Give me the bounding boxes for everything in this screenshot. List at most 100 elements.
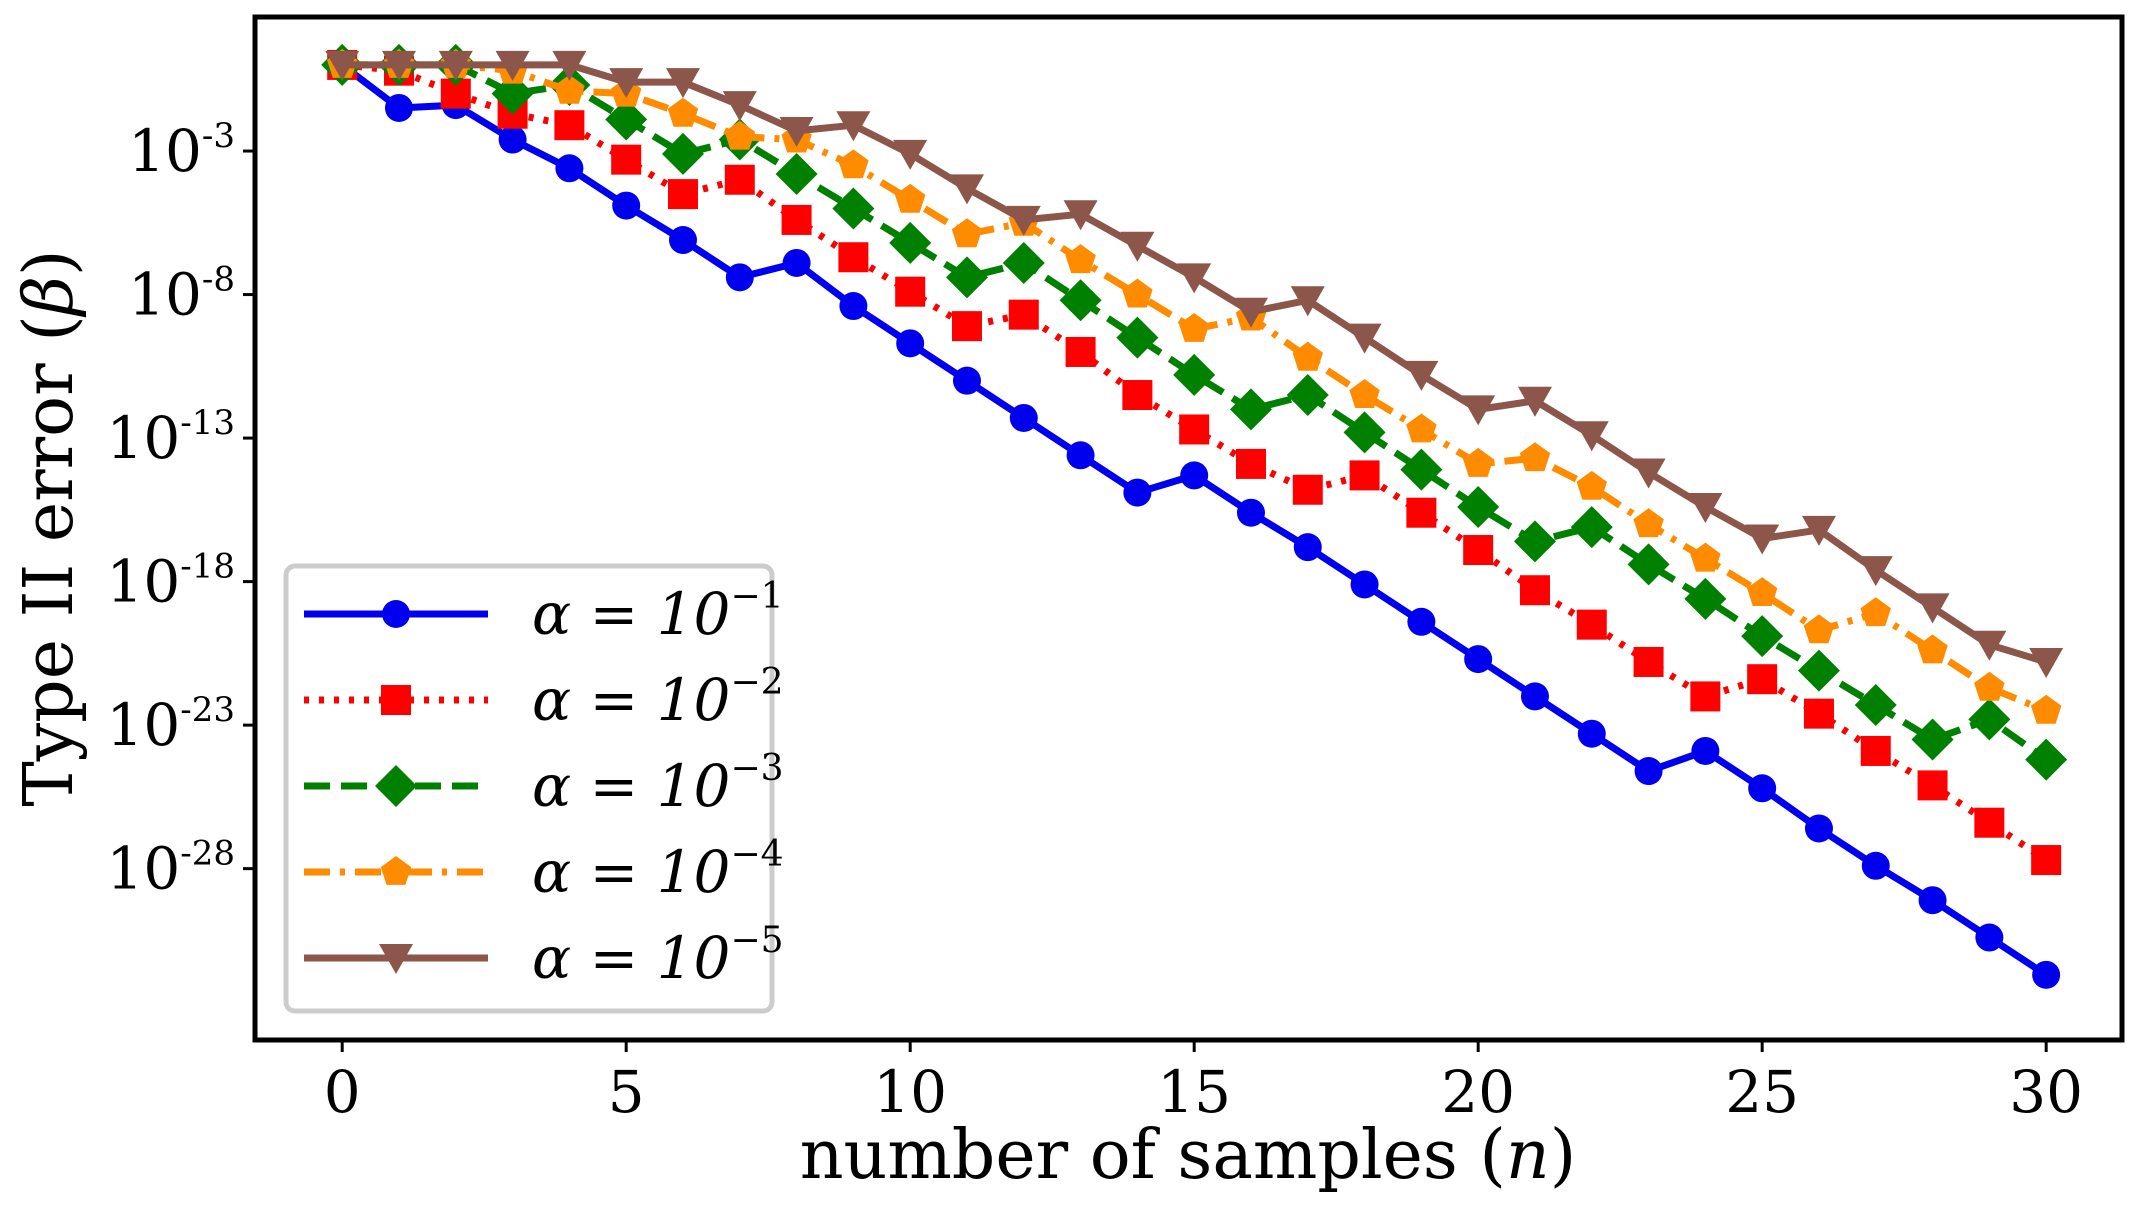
data-point bbox=[605, 98, 648, 141]
x-tick-label: 15 bbox=[1157, 1058, 1231, 1126]
data-point bbox=[722, 91, 757, 122]
data-point bbox=[1404, 360, 1439, 391]
y-axis-title: Type II error (β) bbox=[10, 249, 89, 806]
data-point bbox=[1006, 205, 1041, 236]
data-point bbox=[1968, 698, 2011, 741]
data-point bbox=[1911, 718, 1954, 761]
data-point bbox=[1631, 458, 1666, 489]
legend-label: α = 10−4 bbox=[532, 834, 784, 906]
data-point bbox=[1457, 485, 1500, 528]
data-point bbox=[2025, 738, 2068, 781]
legend-label-text: α = 10 bbox=[532, 924, 730, 992]
data-point bbox=[1747, 577, 1778, 606]
y-tick-base: 10 bbox=[128, 117, 202, 185]
data-point bbox=[951, 311, 982, 342]
y-tick-exponent: -28 bbox=[180, 834, 235, 874]
data-point bbox=[1741, 615, 1784, 658]
data-point bbox=[1797, 649, 1840, 692]
data-point bbox=[667, 97, 699, 127]
data-point bbox=[1407, 607, 1436, 636]
y-tick-label: 10-13 bbox=[106, 403, 235, 472]
legend-label-text: α = 10 bbox=[532, 752, 730, 820]
data-point bbox=[1918, 886, 1947, 915]
data-point bbox=[1292, 474, 1323, 505]
data-point bbox=[1065, 336, 1096, 367]
data-point bbox=[1861, 851, 1890, 880]
y-tick-exponent: -23 bbox=[180, 690, 235, 730]
data-point bbox=[952, 366, 981, 395]
data-point bbox=[1347, 323, 1382, 354]
legend-label-exponent: −3 bbox=[730, 748, 783, 789]
x-axis: 0 5 10 15 20 25 30 bbox=[324, 1040, 2083, 1126]
data-point bbox=[1972, 630, 2007, 661]
data-point bbox=[1570, 506, 1613, 549]
x-axis-title-text: number of samples bbox=[800, 1116, 1458, 1195]
y-tick-label: 10-28 bbox=[106, 834, 235, 903]
data-point bbox=[836, 111, 871, 142]
data-point bbox=[1854, 684, 1897, 727]
legend-label-exponent: −1 bbox=[730, 576, 783, 617]
legend-label: α = 10−1 bbox=[532, 576, 784, 648]
data-point bbox=[554, 74, 585, 104]
legend-box bbox=[283, 563, 775, 1014]
legend-entry-alpha-1e-4: α = 10−4 bbox=[304, 834, 784, 906]
legend-entry-alpha-1e-1: α = 10−1 bbox=[304, 576, 784, 648]
data-point bbox=[1179, 414, 1210, 445]
x-tick-label: 30 bbox=[2009, 1058, 2083, 1126]
data-point bbox=[1801, 515, 1836, 546]
data-point bbox=[1290, 286, 1325, 317]
data-point bbox=[839, 292, 868, 321]
data-point bbox=[665, 68, 700, 99]
data-point bbox=[951, 218, 983, 248]
data-point bbox=[1177, 263, 1212, 294]
data-point bbox=[668, 226, 697, 255]
data-point bbox=[1633, 508, 1664, 538]
data-point bbox=[1745, 524, 1780, 555]
data-point bbox=[838, 149, 869, 179]
data-point bbox=[724, 120, 755, 150]
data-point bbox=[1286, 374, 1329, 417]
series-layer bbox=[321, 43, 2068, 989]
data-point bbox=[555, 154, 584, 183]
data-point bbox=[1860, 735, 1891, 766]
legend-marker bbox=[379, 944, 413, 974]
data-point bbox=[1574, 421, 1609, 452]
data-point bbox=[381, 50, 416, 81]
data-point bbox=[895, 183, 926, 213]
data-point bbox=[1122, 278, 1153, 308]
data-point bbox=[1688, 492, 1723, 523]
data-point bbox=[1009, 403, 1038, 432]
data-point bbox=[1120, 231, 1155, 262]
data-point bbox=[667, 179, 698, 210]
data-point bbox=[1804, 814, 1833, 843]
data-point bbox=[1463, 447, 1494, 477]
data-point bbox=[1463, 535, 1494, 566]
data-point bbox=[609, 68, 644, 99]
data-point bbox=[893, 139, 928, 170]
data-point bbox=[1350, 570, 1379, 599]
data-point bbox=[498, 125, 527, 154]
y-tick-label: 10-8 bbox=[128, 260, 235, 329]
legend: α = 10−1α = 10−2α = 10−3α = 10−4α = 10−5 bbox=[283, 563, 784, 1014]
data-point bbox=[1059, 279, 1102, 322]
x-tick-label: 0 bbox=[324, 1058, 361, 1126]
legend-label-text: α = 10 bbox=[532, 838, 730, 906]
data-point bbox=[1803, 698, 1834, 729]
data-point bbox=[1577, 719, 1606, 748]
data-point bbox=[1748, 774, 1777, 803]
data-point bbox=[2029, 647, 2064, 678]
data-point bbox=[1122, 380, 1153, 411]
y-tick-base: 10 bbox=[106, 691, 180, 759]
data-point bbox=[1915, 593, 1950, 624]
x-tick-label: 20 bbox=[1441, 1058, 1515, 1126]
data-point bbox=[1349, 379, 1380, 408]
data-point bbox=[1858, 556, 1893, 587]
legend-label-text: α = 10 bbox=[532, 580, 730, 648]
data-point bbox=[611, 144, 642, 175]
data-point bbox=[491, 72, 534, 115]
data-point bbox=[725, 263, 754, 292]
y-tick-exponent: -3 bbox=[202, 116, 235, 156]
data-point bbox=[1066, 441, 1095, 470]
